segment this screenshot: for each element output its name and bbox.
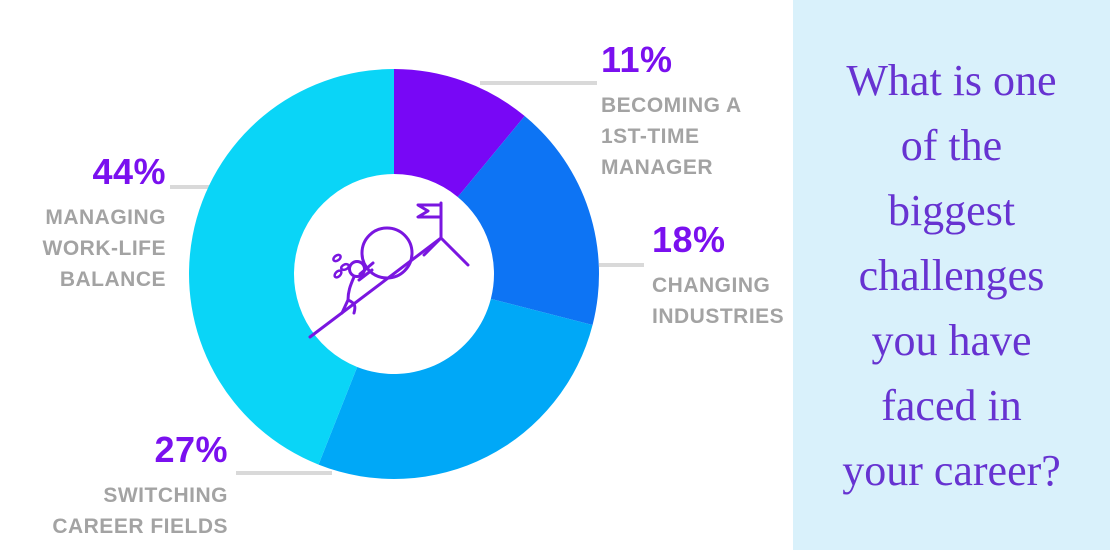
slice-percent: 27% <box>154 429 228 470</box>
slice-percent: 11% <box>601 39 673 80</box>
slice-label-block-11pct: 11% BECOMING A 1ST-TIME MANAGER <box>601 38 742 183</box>
slice-label-block-18pct: 18% CHANGING INDUSTRIES <box>652 218 784 332</box>
slice-label-block-27pct: 27% SWITCHING CAREER FIELDS <box>52 428 228 542</box>
question-panel: What is one of the biggest challenges yo… <box>793 0 1110 550</box>
donut-slice-18% <box>457 116 600 325</box>
slope-line <box>308 236 443 339</box>
leader-line-44pct <box>170 185 216 189</box>
donut-slice-44% <box>189 69 394 465</box>
sweat-drops-icon <box>332 253 351 279</box>
leader-line-11pct <box>480 81 597 85</box>
slice-label-block-44pct: 44% MANAGING WORK-LIFE BALANCE <box>43 150 166 295</box>
slice-percent: 44% <box>92 151 166 192</box>
donut-slice-11% <box>394 69 525 197</box>
climber-figure <box>340 261 375 315</box>
sisyphus-uphill-illustration <box>308 201 470 339</box>
flag-icon <box>416 203 443 219</box>
leader-line-18pct <box>599 263 644 267</box>
donut-slice-27% <box>318 298 593 479</box>
slice-category: BECOMING A 1ST-TIME MANAGER <box>601 94 742 179</box>
climber-head <box>348 260 366 278</box>
summit-peak-lines <box>422 236 470 267</box>
leader-line-27pct <box>236 471 332 475</box>
slice-category: CHANGING INDUSTRIES <box>652 274 785 328</box>
slice-category: SWITCHING CAREER FIELDS <box>52 484 228 538</box>
question-text: What is one of the biggest challenges yo… <box>842 55 1061 495</box>
boulder-circle <box>360 226 414 280</box>
slice-percent: 18% <box>652 219 726 260</box>
slice-category: MANAGING WORK-LIFE BALANCE <box>42 206 166 291</box>
donut-chart <box>189 69 600 479</box>
